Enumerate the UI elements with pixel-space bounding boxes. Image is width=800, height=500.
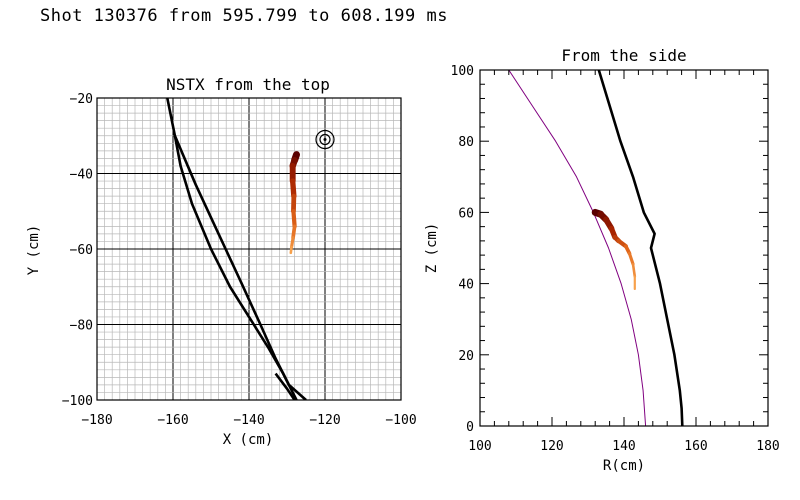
- x-tick-label: 100: [468, 439, 491, 454]
- side-trajectory-segment: [631, 262, 637, 278]
- x-tick-label: 140: [612, 439, 635, 454]
- y-tick-label: 100: [451, 64, 474, 79]
- top-grid: [96, 97, 402, 401]
- x-tick-label: −120: [309, 413, 340, 428]
- top-title: NSTX from the top: [166, 75, 330, 94]
- page-title: Shot 130376 from 595.799 to 608.199 ms: [40, 6, 448, 26]
- x-tick-label: −100: [385, 413, 416, 428]
- side-ylabel: Z (cm): [424, 223, 440, 274]
- wall-curve-3: [274, 372, 296, 400]
- x-tick-label: −140: [233, 413, 264, 428]
- top-axes: [96, 97, 402, 401]
- y-tick-label: −40: [70, 168, 93, 183]
- x-tick-label: 180: [756, 439, 779, 454]
- side-curve-2: [597, 70, 684, 426]
- top-plot-frame: [96, 97, 402, 401]
- top-trajectory-segment: [291, 224, 297, 240]
- y-tick-label: 40: [458, 278, 474, 293]
- top-trajectory-segment: [291, 209, 297, 229]
- marker-inner-ring: [319, 133, 331, 146]
- top-trajectory-segment: [289, 236, 295, 249]
- top-trajectory: [289, 151, 300, 255]
- side-xlabel: R(cm): [603, 458, 645, 474]
- side-plot-frame: [479, 69, 769, 427]
- side-view-panel: 100 120 140 160 180 0 20 40 60 80 100 From the sid…: [424, 46, 780, 474]
- y-tick-label: 80: [458, 135, 474, 150]
- side-trajectory-segment: [627, 251, 635, 266]
- y-tick-label: −80: [70, 319, 93, 334]
- y-tick-label: −60: [70, 243, 93, 258]
- x-tick-label: 160: [684, 439, 707, 454]
- y-tick-label: 20: [458, 349, 474, 364]
- y-tick-label: 0: [466, 420, 474, 435]
- top-trajectory-segment: [289, 245, 293, 255]
- x-tick-label: −160: [157, 413, 188, 428]
- top-tick-labels: −180 −160 −140 −120 −100 −100 −80 −60 −40 −20: [62, 92, 417, 428]
- side-trajectory: [591, 208, 637, 291]
- top-xlabel: X (cm): [223, 432, 274, 448]
- marker-center-dot: [323, 138, 327, 142]
- y-tick-label: −20: [70, 92, 93, 107]
- side-curve-1: [508, 70, 647, 426]
- y-tick-label: −100: [62, 394, 93, 409]
- top-ylabel: Y (cm): [26, 225, 42, 276]
- side-axes: [479, 69, 769, 427]
- marker-outer-ring: [315, 129, 335, 150]
- y-tick-label: 60: [458, 206, 474, 221]
- x-tick-label: 120: [540, 439, 563, 454]
- side-series: [508, 70, 684, 426]
- target-marker: [315, 129, 335, 150]
- side-tick-labels: 100 120 140 160 180 0 20 40 60 80 100: [451, 64, 780, 454]
- x-tick-label: −180: [81, 413, 112, 428]
- side-title: From the side: [561, 46, 686, 65]
- top-series: [166, 98, 307, 400]
- top-trajectory-segment: [290, 178, 297, 199]
- top-view-panel: −180 −160 −140 −120 −100 −100 −80 −60 −40 −20 NST…: [26, 75, 417, 448]
- wall-curve-2: [173, 135, 307, 400]
